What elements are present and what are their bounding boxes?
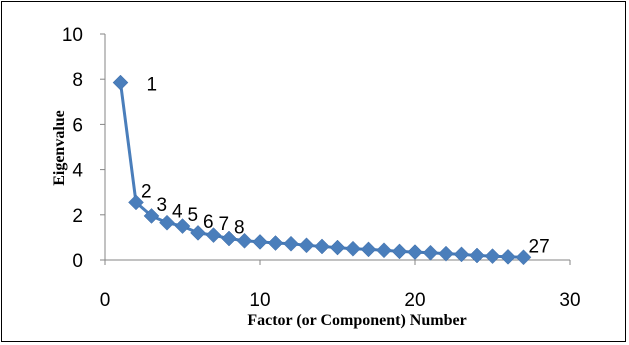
data-label: 6 xyxy=(203,212,214,233)
data-point xyxy=(391,243,408,260)
data-point xyxy=(438,245,454,262)
data-point xyxy=(360,241,377,258)
y-tick-label: 8 xyxy=(72,70,83,91)
data-point xyxy=(112,74,129,91)
data-label: 1 xyxy=(147,75,158,96)
data-point xyxy=(345,240,361,257)
data-label: 3 xyxy=(157,195,168,216)
data-point xyxy=(236,232,253,249)
data-label: 2 xyxy=(141,181,152,202)
data-label: 7 xyxy=(219,214,230,235)
x-tick-label: 10 xyxy=(249,290,270,311)
y-axis-title: Eigenvalue xyxy=(51,110,68,186)
x-tick-label: 0 xyxy=(100,290,111,311)
data-point xyxy=(252,234,268,250)
x-tick-label: 20 xyxy=(404,290,425,311)
data-label: 5 xyxy=(188,205,199,226)
y-tick-label: 0 xyxy=(72,251,83,272)
y-tick-label: 2 xyxy=(72,206,83,227)
data-point xyxy=(190,225,206,241)
data-point xyxy=(515,249,532,266)
data-label: 27 xyxy=(529,236,550,257)
data-point xyxy=(376,242,392,259)
data-point xyxy=(128,194,144,211)
data-point xyxy=(484,248,501,265)
x-axis-title: Factor (or Component) Number xyxy=(247,312,466,329)
data-point xyxy=(174,218,191,234)
data-point xyxy=(283,235,299,252)
y-tick-label: 4 xyxy=(72,161,83,182)
data-point xyxy=(329,239,346,256)
y-tick-label: 10 xyxy=(62,25,83,46)
data-point xyxy=(221,230,237,247)
series-eigenvalues xyxy=(112,74,532,266)
data-point xyxy=(267,235,284,251)
data-point xyxy=(422,244,439,261)
data-point xyxy=(298,237,315,254)
y-tick-label: 6 xyxy=(72,115,83,136)
data-label: 8 xyxy=(234,218,245,239)
data-point xyxy=(159,214,175,231)
data-point xyxy=(407,244,423,260)
point-labels: 1 23 4 5 6 7 8 27 xyxy=(141,75,550,258)
data-label: 4 xyxy=(172,202,183,223)
data-point xyxy=(314,238,330,255)
data-point xyxy=(143,208,160,224)
data-point xyxy=(205,227,222,243)
data-point xyxy=(469,247,485,264)
data-point xyxy=(453,246,470,263)
data-point xyxy=(500,248,516,265)
x-tick-label: 30 xyxy=(559,290,580,311)
